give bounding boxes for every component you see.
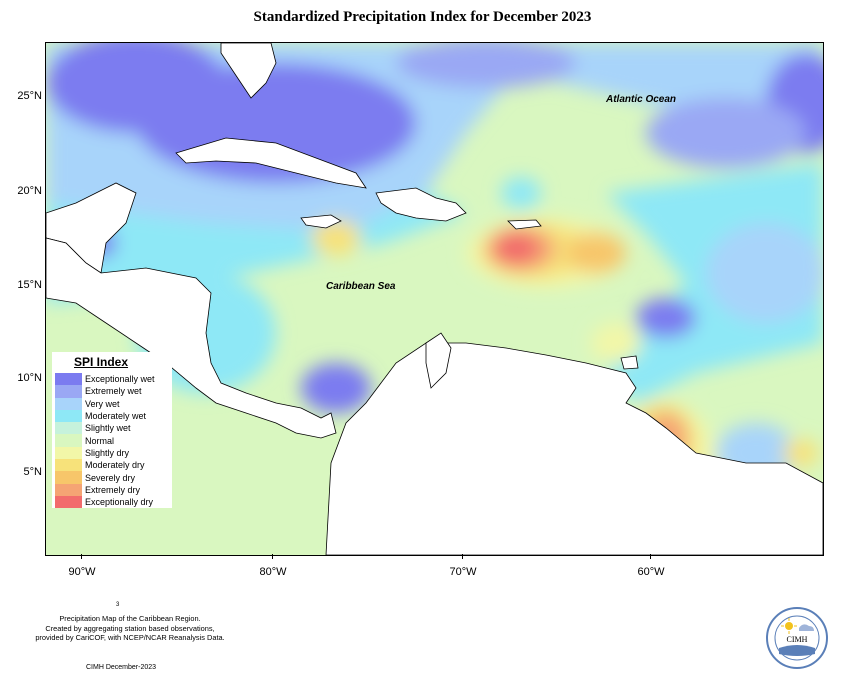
footnote-line-1: Precipitation Map of the Caribbean Regio… xyxy=(59,614,201,623)
legend-item: Slightly dry xyxy=(52,446,172,460)
legend-swatch xyxy=(55,483,82,496)
legend-label: Slightly wet xyxy=(85,423,131,434)
legend-label: Exceptionally wet xyxy=(85,374,155,385)
wet-patch-nw xyxy=(396,43,576,88)
footnote: Precipitation Map of the Caribbean Regio… xyxy=(10,614,250,643)
legend-swatch xyxy=(55,495,82,509)
legend-item: Moderately dry xyxy=(52,459,172,472)
legend-label: Normal xyxy=(85,435,115,446)
lat-label-25: 25°N xyxy=(17,90,42,102)
dry-patch-windward xyxy=(591,323,641,363)
legend-swatch xyxy=(55,397,82,410)
land-guajira xyxy=(425,332,452,389)
legend-swatch xyxy=(55,409,82,423)
legend-swatch xyxy=(55,373,82,386)
legend-label: Extremely dry xyxy=(85,484,141,495)
legend-label: Exceptionally dry xyxy=(85,497,154,508)
legend-item: Exceptionally dry xyxy=(52,495,172,509)
dry-patch-amapa xyxy=(783,439,819,467)
legend-item: Moderately wet xyxy=(52,409,172,423)
lon-label-70: 70°W xyxy=(449,566,477,578)
legend-title: SPI Index xyxy=(74,355,129,369)
footnote-line-2: Created by aggregating station based obs… xyxy=(45,623,215,633)
wet-eastern-atlantic xyxy=(706,223,823,323)
land-puerto-rico xyxy=(507,219,542,230)
wet-patch-mid-atlantic xyxy=(501,177,541,209)
footnote-line-3: provided by CariCOF, with NCEP/NCAR Rean… xyxy=(35,633,225,642)
dry-exceptional-puerto-rico xyxy=(494,232,538,264)
lon-tick xyxy=(272,554,273,559)
lon-tick xyxy=(462,554,463,559)
land-trinidad xyxy=(620,355,639,370)
land-jamaica xyxy=(300,214,342,229)
cimh-sun-logo: CIMH xyxy=(765,606,829,670)
legend-label: Very wet xyxy=(85,398,120,409)
footnote-mark: 3 xyxy=(116,602,120,608)
wet-patch-ne xyxy=(646,98,806,168)
legend-label: Severely dry xyxy=(85,472,136,483)
land-masses xyxy=(46,43,823,555)
legend-swatch xyxy=(55,459,82,472)
legend-swatch xyxy=(55,434,82,447)
lat-label-10: 10°N xyxy=(17,372,42,384)
wet-core-gulf xyxy=(46,43,226,133)
legend-items: Exceptionally wet Extremely wet Very wet Mo… xyxy=(52,373,172,509)
lon-tick xyxy=(650,554,651,559)
lat-label-5: 5°N xyxy=(23,466,42,478)
legend-item: Extremely dry xyxy=(52,483,172,496)
map-title: Standardized Precipitation Index for Dec… xyxy=(253,9,592,25)
legend-item: Severely dry xyxy=(52,471,172,484)
spi-map xyxy=(46,43,823,555)
land-cuba xyxy=(175,137,367,189)
atlantic-ocean-label: Atlantic Ocean xyxy=(606,94,677,105)
land-south-america xyxy=(325,342,823,555)
legend-item: Exceptionally wet xyxy=(52,373,172,386)
legend-item: Normal xyxy=(52,434,172,447)
spi-legend: SPI Index Exceptionally wet Extremely wet… xyxy=(52,352,172,509)
lon-label-90: 90°W xyxy=(68,566,96,578)
caribbean-sea-label: Caribbean Sea xyxy=(326,281,396,292)
legend-item: Slightly wet xyxy=(52,422,172,435)
legend-item: Very wet xyxy=(52,397,172,410)
lon-label-80: 80°W xyxy=(259,566,287,578)
legend-swatch xyxy=(55,471,82,484)
legend-label: Moderately wet xyxy=(85,411,147,422)
land-florida xyxy=(220,43,277,99)
legend-swatch xyxy=(55,446,82,460)
wet-core-panama xyxy=(301,363,371,413)
lon-tick xyxy=(81,554,82,559)
legend-label: Slightly dry xyxy=(85,447,130,458)
lat-label-20: 20°N xyxy=(17,185,42,197)
map-area xyxy=(45,42,824,556)
dry-patch-jamaica xyxy=(311,220,361,256)
lat-label-15: 15°N xyxy=(17,279,42,291)
legend-label: Moderately dry xyxy=(85,460,145,471)
map-date-credit: CIMH December-2023 xyxy=(86,664,157,671)
land-hispaniola xyxy=(375,187,467,222)
legend-label: Extremely wet xyxy=(85,386,142,397)
legend-item: Extremely wet xyxy=(52,385,172,398)
legend-swatch xyxy=(55,385,82,398)
wet-core-lesser-antilles xyxy=(636,298,696,338)
legend-swatch xyxy=(55,422,82,435)
spi-field xyxy=(46,43,823,523)
lon-label-60: 60°W xyxy=(637,566,665,578)
logo-text: CIMH xyxy=(787,635,808,644)
dry-patch-east-caribbean xyxy=(566,233,626,273)
